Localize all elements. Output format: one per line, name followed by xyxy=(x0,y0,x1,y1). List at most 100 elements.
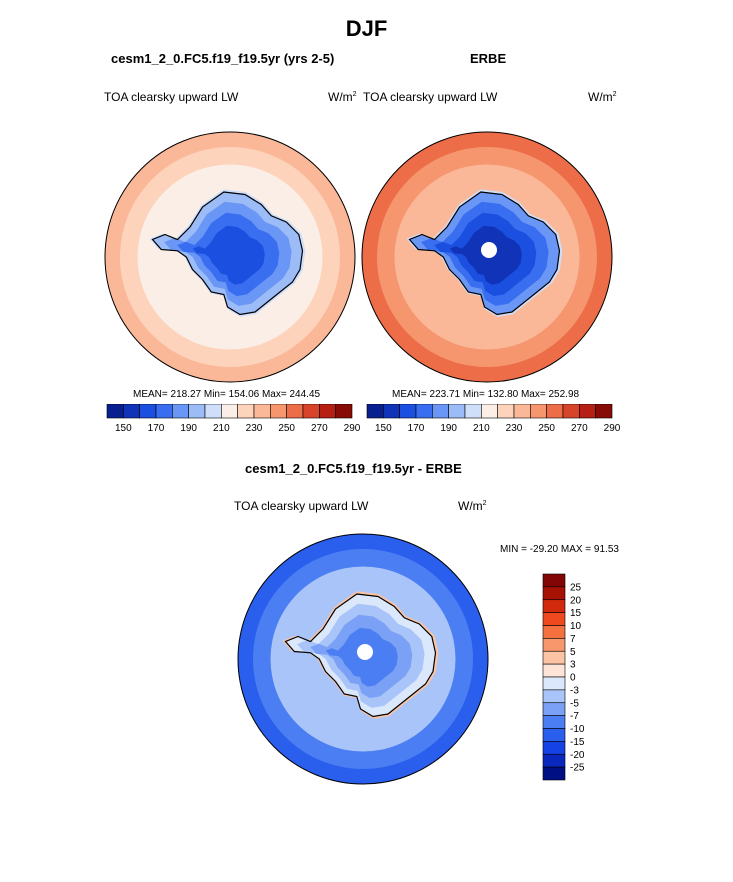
colorbar-tick-label: 250 xyxy=(538,423,555,434)
obs-units-label: W/m2 xyxy=(588,90,617,104)
colorbar-tick-label: 270 xyxy=(311,423,328,434)
colorbar-tick-label: 190 xyxy=(180,423,197,434)
diff-field-bands xyxy=(237,533,489,785)
model-field-bands xyxy=(104,131,356,383)
colorbar-swatch xyxy=(204,404,222,419)
colorbar-tick-label: 290 xyxy=(344,423,361,434)
colorbar-swatch xyxy=(415,404,433,419)
colorbar-swatch xyxy=(579,404,596,419)
map-boundary xyxy=(361,131,613,383)
colorbar-tick-label: 0 xyxy=(570,673,576,684)
pole-mask xyxy=(357,644,373,660)
colorbar-tick-label: 190 xyxy=(440,423,457,434)
colorbar-tick-label: 230 xyxy=(246,423,263,434)
colorbar-swatch xyxy=(399,404,417,419)
colorbar-tick-label: -7 xyxy=(570,711,579,722)
obs-map xyxy=(361,131,613,383)
colorbar-swatch xyxy=(562,404,580,419)
colorbar-tick-label: 150 xyxy=(375,423,392,434)
obs-colorbar: 150 170 190 210 230 250 270 290 xyxy=(366,404,621,434)
colorbar-swatch xyxy=(237,404,255,419)
diff-panel-title: cesm1_2_0.FC5.f19_f19.5yr - ERBE xyxy=(245,461,462,476)
colorbar-tick-label: 290 xyxy=(604,423,621,434)
colorbar-swatch xyxy=(513,404,531,419)
obs-field-bands xyxy=(361,131,613,383)
colorbar-tick-label: 5 xyxy=(570,647,576,658)
colorbar-swatch xyxy=(542,586,566,601)
model-map xyxy=(104,131,356,383)
colorbar-swatch xyxy=(253,404,271,419)
colorbar-tick-label: 25 xyxy=(570,582,582,593)
model-field-label: TOA clearsky upward LW xyxy=(104,90,239,104)
figure-title: DJF xyxy=(345,16,388,41)
colorbar-swatch xyxy=(188,404,206,419)
diff-colorbar: 25 20 15 10 7 5 3 0-3 -5 -7 -10 -15 -20 -25 xyxy=(542,573,585,781)
colorbar-swatch xyxy=(139,404,157,419)
colorbar-swatch xyxy=(319,404,336,419)
colorbar-swatch xyxy=(542,625,566,639)
coastline xyxy=(284,593,437,718)
colorbar-tick-label: 150 xyxy=(115,423,132,434)
colorbar-tick-label: 20 xyxy=(570,595,582,606)
colorbar-swatch xyxy=(464,404,482,419)
colorbar-tick-label: 10 xyxy=(570,621,582,632)
obs-panel-title: ERBE xyxy=(470,51,507,66)
colorbar-tick-label: 270 xyxy=(571,423,588,434)
colorbar-tick-label: -3 xyxy=(570,685,579,696)
model-units-label: W/m2 xyxy=(328,90,357,104)
colorbar-swatch xyxy=(155,404,173,419)
pole-mask xyxy=(481,242,497,258)
colorbar-swatch xyxy=(542,612,566,626)
colorbar-tick-label: -25 xyxy=(570,763,585,774)
colorbar-swatch xyxy=(542,638,566,652)
colorbar-swatch xyxy=(448,404,466,419)
model-panel-title: cesm1_2_0.FC5.f19_f19.5yr (yrs 2-5) xyxy=(111,51,335,66)
model-stats: MEAN= 218.27 Min= 154.06 Max= 244.45 xyxy=(133,389,321,400)
colorbar-swatch xyxy=(542,599,566,613)
colorbar-swatch xyxy=(595,404,613,419)
colorbar-swatch xyxy=(123,404,140,419)
colorbar-tick-label: 7 xyxy=(570,634,576,645)
colorbar-swatch xyxy=(383,404,400,419)
colorbar-swatch xyxy=(221,404,238,419)
colorbar-swatch xyxy=(542,689,566,704)
band-interior-plateau xyxy=(192,225,265,285)
colorbar-swatch xyxy=(481,404,498,419)
colorbar-swatch xyxy=(530,404,547,419)
colorbar-tick-label: 15 xyxy=(570,608,582,619)
colorbar-tick-label: 3 xyxy=(570,660,576,671)
colorbar-swatch xyxy=(302,404,320,419)
obs-field-label: TOA clearsky upward LW xyxy=(363,90,498,104)
colorbar-swatch xyxy=(286,404,304,419)
colorbar-swatch xyxy=(366,404,384,419)
colorbar-swatch xyxy=(497,404,515,419)
diff-stats: MIN = -29.20 MAX = 91.53 xyxy=(500,544,619,555)
colorbar-swatch xyxy=(542,702,566,716)
map-boundary xyxy=(104,131,356,383)
colorbar-swatch xyxy=(542,728,566,742)
colorbar-swatch xyxy=(270,404,287,419)
diff-units-label: W/m2 xyxy=(458,499,487,513)
coastline xyxy=(151,191,304,316)
colorbar-swatch xyxy=(542,715,566,729)
colorbar-tick-label: -5 xyxy=(570,698,579,709)
colorbar-tick-label: 230 xyxy=(506,423,523,434)
colorbar-tick-label: 170 xyxy=(408,423,425,434)
diff-map xyxy=(237,533,489,785)
colorbar-tick-label: -15 xyxy=(570,737,585,748)
colorbar-swatch xyxy=(542,741,566,755)
model-colorbar: 150 170 190 210 230 250 270 290 xyxy=(106,404,361,434)
obs-stats: MEAN= 223.71 Min= 132.80 Max= 252.98 xyxy=(392,389,580,400)
colorbar-swatch xyxy=(432,404,449,419)
colorbar-tick-label: -10 xyxy=(570,724,585,735)
colorbar-tick-label: -20 xyxy=(570,750,585,761)
colorbar-swatch xyxy=(542,753,566,768)
colorbar-swatch xyxy=(542,676,566,691)
colorbar-swatch xyxy=(172,404,189,419)
colorbar-swatch xyxy=(106,404,124,419)
colorbar-swatch xyxy=(542,766,566,781)
colorbar-swatch xyxy=(542,663,566,678)
coastline xyxy=(408,191,561,316)
diff-field-label: TOA clearsky upward LW xyxy=(234,499,369,513)
colorbar-tick-label: 170 xyxy=(148,423,165,434)
